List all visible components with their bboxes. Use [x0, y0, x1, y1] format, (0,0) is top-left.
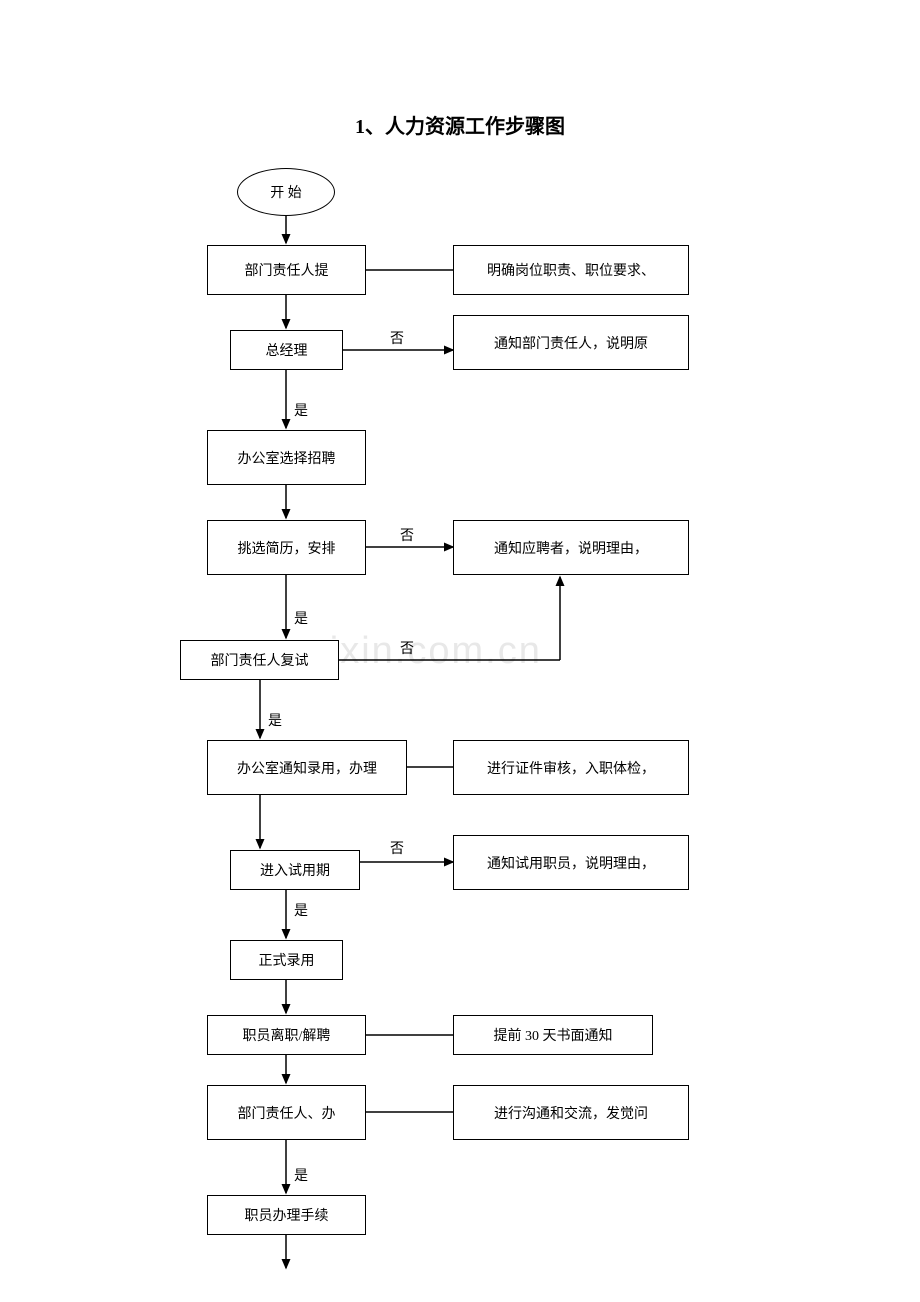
edge-label-3: 是 [294, 608, 308, 628]
node-s4: 通知应聘者，说明理由， [453, 520, 689, 575]
node-n2: 总经理 [230, 330, 343, 370]
flowchart-page: 1、人力资源工作步骤图 www.zixin.com.cn 开 始部门责任人提明确… [0, 0, 920, 1302]
edge-label-7: 是 [294, 900, 308, 920]
node-n8: 正式录用 [230, 940, 343, 980]
node-n7: 进入试用期 [230, 850, 360, 890]
node-s10: 进行沟通和交流，发觉问 [453, 1085, 689, 1140]
node-n1: 部门责任人提 [207, 245, 366, 295]
edge-label-6: 否 [390, 838, 404, 858]
node-start: 开 始 [237, 168, 335, 216]
node-n4: 挑选简历，安排 [207, 520, 366, 575]
edge-label-5: 是 [268, 710, 282, 730]
page-title: 1、人力资源工作步骤图 [0, 110, 920, 139]
node-s7: 通知试用职员，说明理由， [453, 835, 689, 890]
node-s2: 通知部门责任人，说明原 [453, 315, 689, 370]
edge-label-0: 否 [390, 328, 404, 348]
node-n10: 部门责任人、办 [207, 1085, 366, 1140]
node-n6: 办公室通知录用，办理 [207, 740, 407, 795]
node-s6: 进行证件审核，入职体检， [453, 740, 689, 795]
node-n9: 职员离职/解聘 [207, 1015, 366, 1055]
node-s9: 提前 30 天书面通知 [453, 1015, 653, 1055]
edge-label-4: 否 [400, 638, 414, 658]
edge-label-2: 否 [400, 525, 414, 545]
node-n5: 部门责任人复试 [180, 640, 339, 680]
edge-label-8: 是 [294, 1165, 308, 1185]
edge-label-1: 是 [294, 400, 308, 420]
node-n3: 办公室选择招聘 [207, 430, 366, 485]
node-s1: 明确岗位职责、职位要求、 [453, 245, 689, 295]
node-n11: 职员办理手续 [207, 1195, 366, 1235]
